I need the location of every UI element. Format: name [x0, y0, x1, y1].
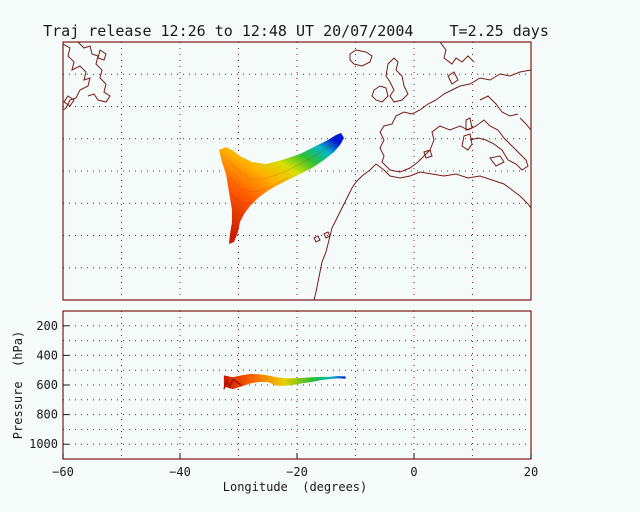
pressure-trajectory-band — [223, 373, 346, 390]
map-trajectory-fill — [219, 133, 344, 244]
coast-italy-heel — [519, 117, 531, 131]
x-tick-label: −60 — [52, 465, 74, 479]
coast-baffin — [77, 42, 111, 103]
figure-title: Traj release 12:26 to 12:48 UT 20/07/200… — [43, 22, 549, 40]
coast-africa-west — [313, 163, 377, 300]
coast-scandinavia — [439, 42, 475, 65]
coast-ireland — [371, 85, 389, 103]
map-trajectory-contours — [227, 143, 335, 217]
coast-sardinia — [461, 133, 473, 151]
pressure-band-start-marks — [223, 378, 242, 390]
coast-sicily — [489, 155, 505, 167]
x-tick-label: −20 — [286, 465, 308, 479]
pressure-grid — [63, 311, 531, 459]
x-ticks: −60 −40 −20 0 20 — [52, 453, 538, 479]
coast-island-1 — [97, 49, 107, 61]
y-tick-label: 400 — [36, 348, 58, 362]
y-tick-label: 800 — [36, 408, 58, 422]
x-tick-label: 0 — [410, 465, 417, 479]
map-frame — [62, 41, 532, 301]
map-panel — [62, 41, 532, 301]
coast-britain — [385, 57, 409, 103]
y-tick-label: 1000 — [29, 437, 58, 451]
coast-africa — [375, 163, 531, 209]
y-axis-label: Pressure (hPa) — [11, 331, 25, 439]
coast-corsica — [465, 117, 473, 131]
coast-europe — [379, 69, 531, 173]
x-tick-label: 20 — [524, 465, 538, 479]
coast-canaries — [313, 231, 331, 243]
coastlines — [63, 42, 531, 300]
map-trajectory-cloud — [219, 133, 344, 244]
x-axis-label: Longitude (degrees) — [223, 480, 368, 494]
y-tick-label: 600 — [36, 378, 58, 392]
coast-inland — [479, 95, 519, 117]
coast-balearic — [423, 149, 433, 159]
coast-greenland — [63, 43, 91, 111]
y-tick-label: 200 — [36, 319, 58, 333]
coast-island-2 — [63, 95, 75, 107]
map-grid — [63, 42, 531, 300]
coast-iceland — [349, 49, 373, 67]
y-ticks: 200 400 600 800 1000 — [29, 319, 69, 451]
pressure-panel: 200 400 600 800 1000 −60 −40 −20 0 20 Pressure (… — [11, 310, 538, 494]
coast-denmark — [447, 71, 459, 85]
x-tick-label: −40 — [169, 465, 191, 479]
